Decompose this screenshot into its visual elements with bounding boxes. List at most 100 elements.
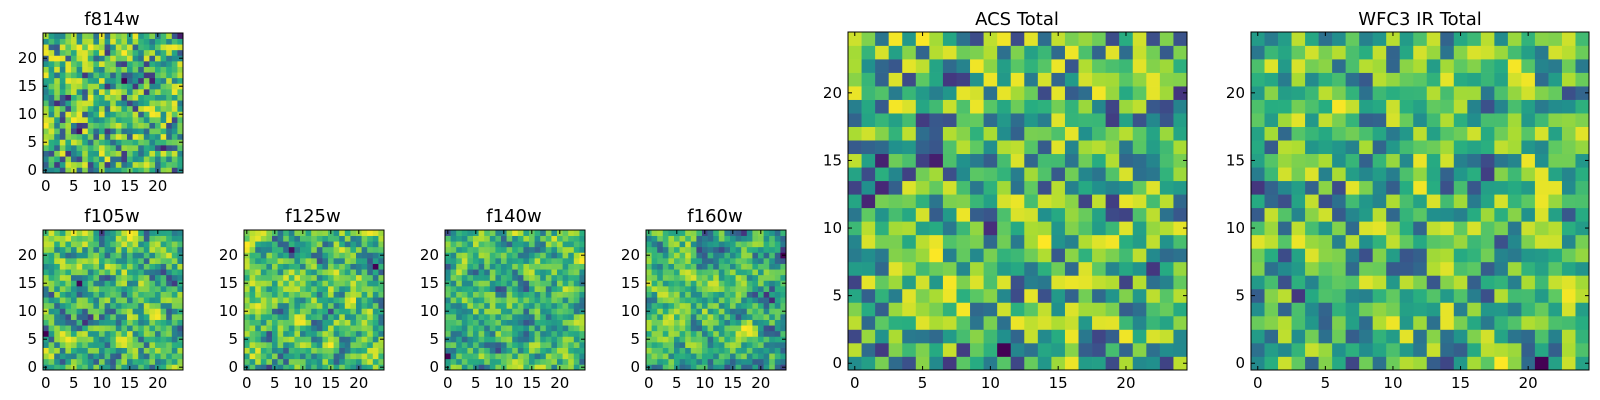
heatmap-cell	[104, 122, 111, 129]
heatmap-cell	[718, 342, 725, 348]
heatmap-cell	[350, 314, 357, 320]
heatmap-cell	[1251, 315, 1265, 330]
heatmap-cell	[127, 286, 133, 292]
heatmap-cell	[545, 314, 552, 320]
heatmap-cell	[758, 246, 764, 253]
heatmap-cell	[99, 286, 105, 292]
heatmap-cell	[350, 364, 357, 371]
heatmap-cell	[523, 302, 530, 309]
heatmap-cell	[997, 315, 1012, 330]
heatmap-cell	[970, 72, 984, 87]
heatmap-cell	[1548, 302, 1563, 317]
heatmap-cell	[288, 269, 295, 276]
heatmap-cell	[1078, 167, 1093, 182]
heatmap-cell	[71, 105, 77, 112]
heatmap-cell	[48, 167, 55, 174]
heatmap-cell	[59, 111, 66, 118]
heatmap-cell	[780, 241, 787, 248]
heatmap-cell	[48, 364, 55, 371]
heatmap-cell	[1345, 126, 1360, 141]
heatmap-cell	[59, 89, 66, 95]
heatmap-cell	[249, 280, 256, 287]
heatmap-cell	[1480, 113, 1495, 127]
heatmap-cell	[110, 252, 117, 259]
heatmap-cell	[71, 145, 77, 151]
heatmap-cell	[93, 145, 100, 151]
heatmap-cell	[534, 342, 541, 348]
heatmap-cell	[378, 314, 385, 320]
heatmap-cell	[942, 261, 957, 276]
heatmap-cell	[132, 49, 139, 56]
heatmap-cell	[138, 258, 145, 264]
heatmap-cell	[177, 117, 184, 123]
heatmap-cell	[651, 269, 658, 276]
heatmap-cell	[87, 319, 94, 326]
heatmap-cell	[1024, 113, 1039, 127]
heatmap-cell	[1399, 356, 1414, 371]
heatmap-cell	[339, 286, 346, 292]
heatmap-cell	[48, 33, 55, 39]
heatmap-cell	[668, 325, 675, 332]
heatmap-cell	[774, 353, 781, 360]
heatmap-cell	[1305, 207, 1319, 222]
heatmap-cell	[662, 230, 669, 236]
heatmap-cell	[99, 156, 105, 163]
heatmap-cell	[445, 274, 451, 281]
heatmap-cell	[138, 161, 145, 168]
heatmap-cell	[171, 347, 178, 354]
y-tick-label: 0	[228, 358, 238, 376]
heatmap-cell	[127, 330, 133, 337]
heatmap-cell	[746, 319, 753, 326]
heatmap-cell	[339, 274, 346, 281]
heatmap-cell	[110, 330, 117, 337]
heatmap-cell	[685, 252, 692, 259]
heatmap-cell	[970, 342, 984, 357]
heatmap-cell	[1291, 45, 1306, 60]
heatmap-cell	[1092, 32, 1106, 46]
heatmap-cell	[166, 145, 173, 151]
heatmap-cell	[155, 128, 161, 135]
heatmap-cell	[517, 246, 524, 253]
heatmap-cell	[277, 302, 284, 309]
heatmap-cell	[1105, 221, 1120, 236]
heatmap-cell	[1105, 207, 1120, 222]
heatmap-cell	[322, 319, 329, 326]
heatmap-cell	[87, 72, 94, 79]
heatmap-cell	[929, 234, 944, 249]
heatmap-cell	[758, 347, 764, 354]
heatmap-cell	[1386, 99, 1401, 114]
heatmap-cell	[445, 325, 451, 332]
heatmap-cell	[350, 353, 357, 360]
heatmap-cell	[328, 286, 334, 292]
heatmap-cell	[523, 314, 530, 320]
heatmap-cell	[143, 167, 150, 174]
heatmap-cell	[529, 269, 535, 276]
heatmap-cell	[143, 145, 150, 151]
heatmap-cell	[1251, 32, 1265, 46]
heatmap-cell	[59, 33, 66, 39]
heatmap-cell	[1119, 59, 1134, 73]
heatmap-cell	[43, 297, 49, 304]
heatmap-cell	[171, 269, 178, 276]
heatmap-cell	[1305, 153, 1319, 168]
heatmap-cell	[1010, 356, 1025, 371]
heatmap-cell	[1132, 140, 1147, 155]
heatmap-cell	[929, 221, 944, 236]
heatmap-cell	[545, 330, 552, 337]
heatmap-cell	[1440, 180, 1455, 195]
heatmap-cell	[87, 38, 94, 45]
heatmap-cell	[76, 353, 83, 360]
heatmap-cell	[1291, 86, 1306, 100]
heatmap-cell	[367, 330, 374, 337]
heatmap-cell	[378, 241, 385, 248]
heatmap-cell	[718, 286, 725, 292]
heatmap-cell	[1105, 113, 1120, 127]
heatmap-cell	[679, 342, 686, 348]
heatmap-cell	[848, 180, 862, 195]
heatmap-cell	[143, 336, 150, 343]
heatmap-cell	[283, 291, 290, 298]
heatmap-cell	[1426, 302, 1441, 317]
heatmap-cell	[121, 235, 128, 242]
heatmap-cell	[997, 221, 1012, 236]
